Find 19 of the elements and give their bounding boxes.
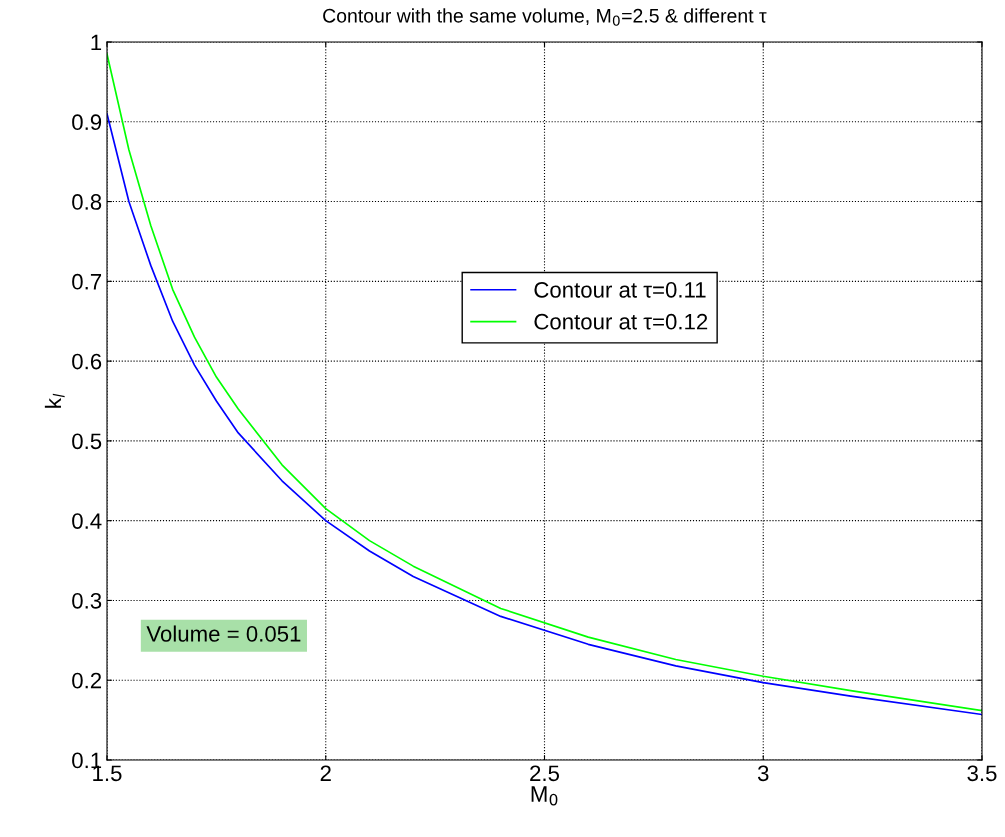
y-axis-title: k$_{l}$ — [44, 393, 65, 408]
x-tick-label: 2.5 — [530, 765, 560, 782]
y-tick-label: 1 — [91, 34, 102, 51]
y-tick-label: 0.7 — [72, 273, 102, 290]
y-tick-label: 0.8 — [72, 194, 102, 210]
y-tick-label: 0.4 — [72, 513, 102, 529]
chart-title: Contour with the same volume, M$_{0}$=2.5 & different τ — [323, 8, 767, 26]
x-tick-label: 3 — [757, 765, 769, 782]
x-tick-label: 2 — [320, 765, 331, 781]
y-tick-label: 0.3 — [72, 592, 102, 609]
y-tick-label: 0.2 — [72, 672, 102, 689]
legend-label: Contour at τ=0.12 — [534, 313, 708, 330]
x-tick-label: 3.5 — [967, 765, 997, 782]
legend-label: Contour at τ=0.11 — [534, 281, 706, 298]
y-tick-label: 0.6 — [72, 353, 102, 370]
y-tick-label: 0.5 — [72, 433, 102, 450]
y-tick-label: 0.9 — [72, 114, 102, 131]
x-axis-title: M$_{0}$ — [531, 786, 558, 806]
annotation: Volume = 0.051 — [146, 625, 301, 642]
